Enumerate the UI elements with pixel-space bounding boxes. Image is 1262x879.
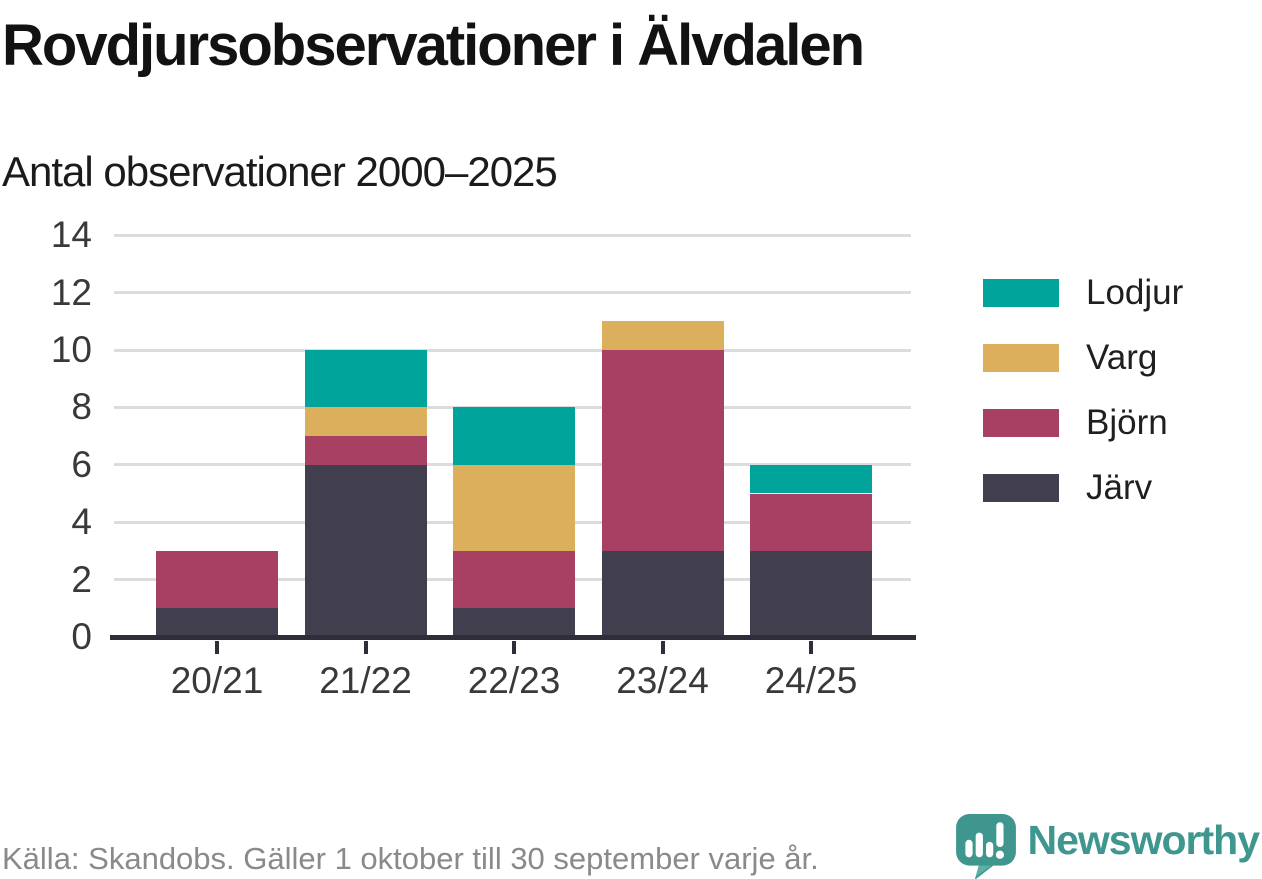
legend-swatch-björn (983, 409, 1059, 437)
legend-swatch-varg (983, 344, 1059, 372)
legend-item-björn: Björn (983, 405, 1183, 441)
legend-label: Lodjur (1086, 273, 1184, 312)
y-tick-label: 4 (71, 501, 92, 543)
y-tick-label: 10 (50, 329, 92, 370)
gridline (114, 348, 911, 352)
y-tick-label: 0 (71, 616, 92, 657)
x-axis-line (110, 635, 916, 640)
bar-segment-varg (304, 407, 427, 437)
x-tick-label: 24/25 (764, 660, 858, 701)
legend-swatch-lodjur (983, 279, 1059, 307)
bar-segment-lodjur (304, 350, 427, 408)
chart-subtitle: Antal observationer 2000–2025 (2, 148, 558, 195)
chart-legend: Lodjur Varg Björn Järv (983, 275, 1183, 506)
bar-segment-varg (453, 464, 575, 551)
x-axis-tick (363, 641, 368, 654)
bar-segment-järv (156, 608, 278, 637)
x-tick-label: 21/22 (319, 660, 412, 701)
legend-item-varg: Varg (983, 340, 1183, 376)
y-tick-label: 6 (71, 443, 92, 485)
legend-item-järv: Järv (983, 470, 1183, 506)
legend-label: Järv (1086, 468, 1153, 507)
x-axis-tick (660, 641, 665, 654)
x-axis-tick (809, 641, 813, 654)
chart-title: Rovdjursobservationer i Älvdalen (2, 13, 865, 78)
bar-segment-björn (601, 350, 724, 551)
gridline (114, 291, 911, 295)
bar-segment-lodjur (750, 464, 872, 494)
newsworthy-logo-icon (955, 814, 1016, 879)
legend-swatch-järv (983, 474, 1059, 502)
bar-segment-järv (750, 550, 872, 637)
gridline (114, 233, 911, 237)
y-tick-label: 8 (71, 386, 92, 428)
y-tick-label: 14 (50, 214, 92, 256)
x-axis-tick (215, 641, 219, 654)
x-axis-tick (512, 641, 516, 654)
legend-item-lodjur: Lodjur (983, 275, 1183, 311)
source-note: Källa: Skandobs. Gäller 1 oktober till 3… (2, 841, 819, 876)
newsworthy-wordmark: Newsworthy (1027, 817, 1260, 863)
newsworthy-brand: Newsworthy (955, 814, 1260, 879)
legend-label: Björn (1086, 403, 1168, 442)
bar-segment-järv (601, 550, 724, 637)
x-tick-label: 20/21 (170, 660, 264, 701)
x-tick-label: 23/24 (616, 660, 709, 701)
bar-segment-järv (453, 608, 575, 637)
legend-label: Varg (1086, 338, 1158, 377)
bar-segment-björn (156, 550, 278, 609)
y-tick-label: 2 (71, 558, 92, 600)
bar-segment-lodjur (453, 407, 575, 465)
x-tick-label: 22/23 (467, 660, 561, 701)
bar-segment-varg (601, 321, 724, 350)
bar-segment-björn (453, 550, 575, 609)
bar-segment-järv (304, 464, 427, 637)
y-tick-label: 12 (50, 271, 92, 313)
bar-segment-björn (304, 436, 427, 465)
bar-segment-björn (750, 493, 872, 551)
